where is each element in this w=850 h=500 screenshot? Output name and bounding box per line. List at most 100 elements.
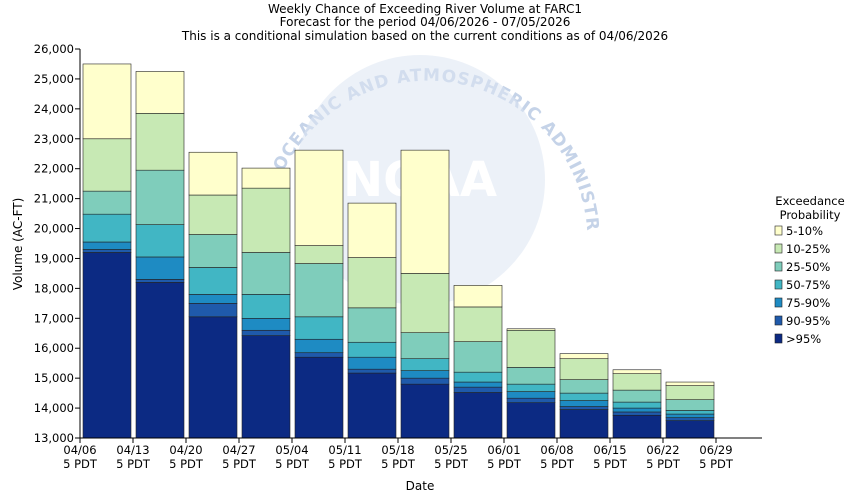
x-tick-sublabel: 5 PDT [328,457,363,471]
y-tick-label: 16,000 [34,341,74,355]
bar-segment [294,316,344,340]
bar-segment [135,169,185,225]
bar-segment [400,149,450,274]
x-tick-label: 06/29 [699,443,732,457]
bar-segment [188,267,238,295]
x-tick-sublabel: 5 PDT [487,457,522,471]
bar-stacks [82,63,715,439]
bar-segment [665,399,715,411]
x-tick-label: 05/11 [328,443,361,457]
x-tick-sublabel: 5 PDT [540,457,575,471]
bar-segment [188,303,238,318]
bar-segment [241,167,291,189]
bar-segment [559,392,609,401]
title-line-2: Forecast for the period 04/06/2026 - 07/… [280,15,571,29]
bar-segment [82,213,132,243]
bar-segment [506,402,556,439]
x-tick-sublabel: 5 PDT [275,457,310,471]
bar-segment [506,397,556,403]
bar-segment [400,358,450,371]
bar-segment [347,202,397,258]
x-tick-sublabel: 5 PDT [169,457,204,471]
bar-segment [665,385,715,400]
y-tick-label: 25,000 [34,72,74,86]
bar-segment [559,379,609,394]
y-tick-label: 20,000 [34,222,74,236]
bar-segment [453,285,503,308]
bar-segment [347,341,397,358]
bar-segment [241,187,291,253]
bar-segment [400,377,450,385]
bar-segment [347,257,397,309]
y-tick-label: 17,000 [34,311,74,325]
y-tick-label: 18,000 [34,281,74,295]
y-tick-label: 24,000 [34,102,74,116]
bar-segment [453,381,503,388]
bar-segment [453,341,503,373]
x-tick-label: 05/04 [275,443,308,457]
legend-entry: 75-90% [786,296,830,310]
bar-segment [400,370,450,379]
bar-segment [347,356,397,370]
bar-segment [506,329,556,368]
bar-segment [135,71,185,114]
x-axis-label: Date [406,479,435,493]
bar-segment [506,367,556,385]
x-tick-sublabel: 5 PDT [116,457,151,471]
bar-segment [241,318,291,331]
bar-segment [612,411,662,416]
bar-segment [294,338,344,354]
legend-entry: 50-75% [786,278,830,292]
legend-title-line-1: Exceedance [775,194,844,208]
bar-segment [241,335,291,439]
bar-segment [453,371,503,383]
y-tick-label: 26,000 [34,42,74,56]
x-tick-sublabel: 5 PDT [222,457,257,471]
x-tick-sublabel: 5 PDT [434,457,469,471]
bar-segment [612,389,662,403]
bar-segment [400,273,450,333]
bar-segment [559,400,609,407]
legend-swatch [774,297,783,308]
y-tick-label: 19,000 [34,251,74,265]
x-tick-label: 06/01 [487,443,520,457]
bar-segment [135,224,185,258]
bar-segment [135,113,185,171]
title-line-3: This is a conditional simulation based o… [181,29,668,43]
x-tick-label: 06/22 [646,443,679,457]
legend-swatch [774,225,783,236]
x-tick-sublabel: 5 PDT [63,457,98,471]
bar-segment [82,241,132,250]
bar-segment [135,256,185,280]
bar-segment [665,410,715,415]
bar-segment [453,386,503,393]
legend-swatch [774,333,783,344]
legend-swatch [774,261,783,272]
bar-segment [188,194,238,235]
x-tick-label: 04/27 [222,443,255,457]
bar-segment [188,316,238,439]
bar-segment [82,252,132,439]
bar-segment [294,352,344,358]
legend-entry: 5-10% [786,224,823,238]
x-tick-label: 04/06 [63,443,96,457]
bar-segment [453,306,503,342]
bar-segment [612,414,662,439]
legend-entry: >95% [786,332,821,346]
x-tick-label: 04/13 [116,443,149,457]
bar-segment [82,190,132,215]
bar-segment [294,149,344,246]
y-tick-label: 13,000 [34,431,74,445]
legend-swatch [774,279,783,290]
bar-segment [135,282,185,439]
bar-segment [347,307,397,343]
legend-entry: 25-50% [786,260,830,274]
x-tick-label: 04/20 [169,443,202,457]
bar-segment [665,417,715,421]
x-tick-sublabel: 5 PDT [699,457,734,471]
legend-title-line-2: Probability [780,208,841,222]
x-tick-label: 06/15 [593,443,626,457]
bar-segment [612,407,662,413]
y-tick-label: 23,000 [34,132,74,146]
